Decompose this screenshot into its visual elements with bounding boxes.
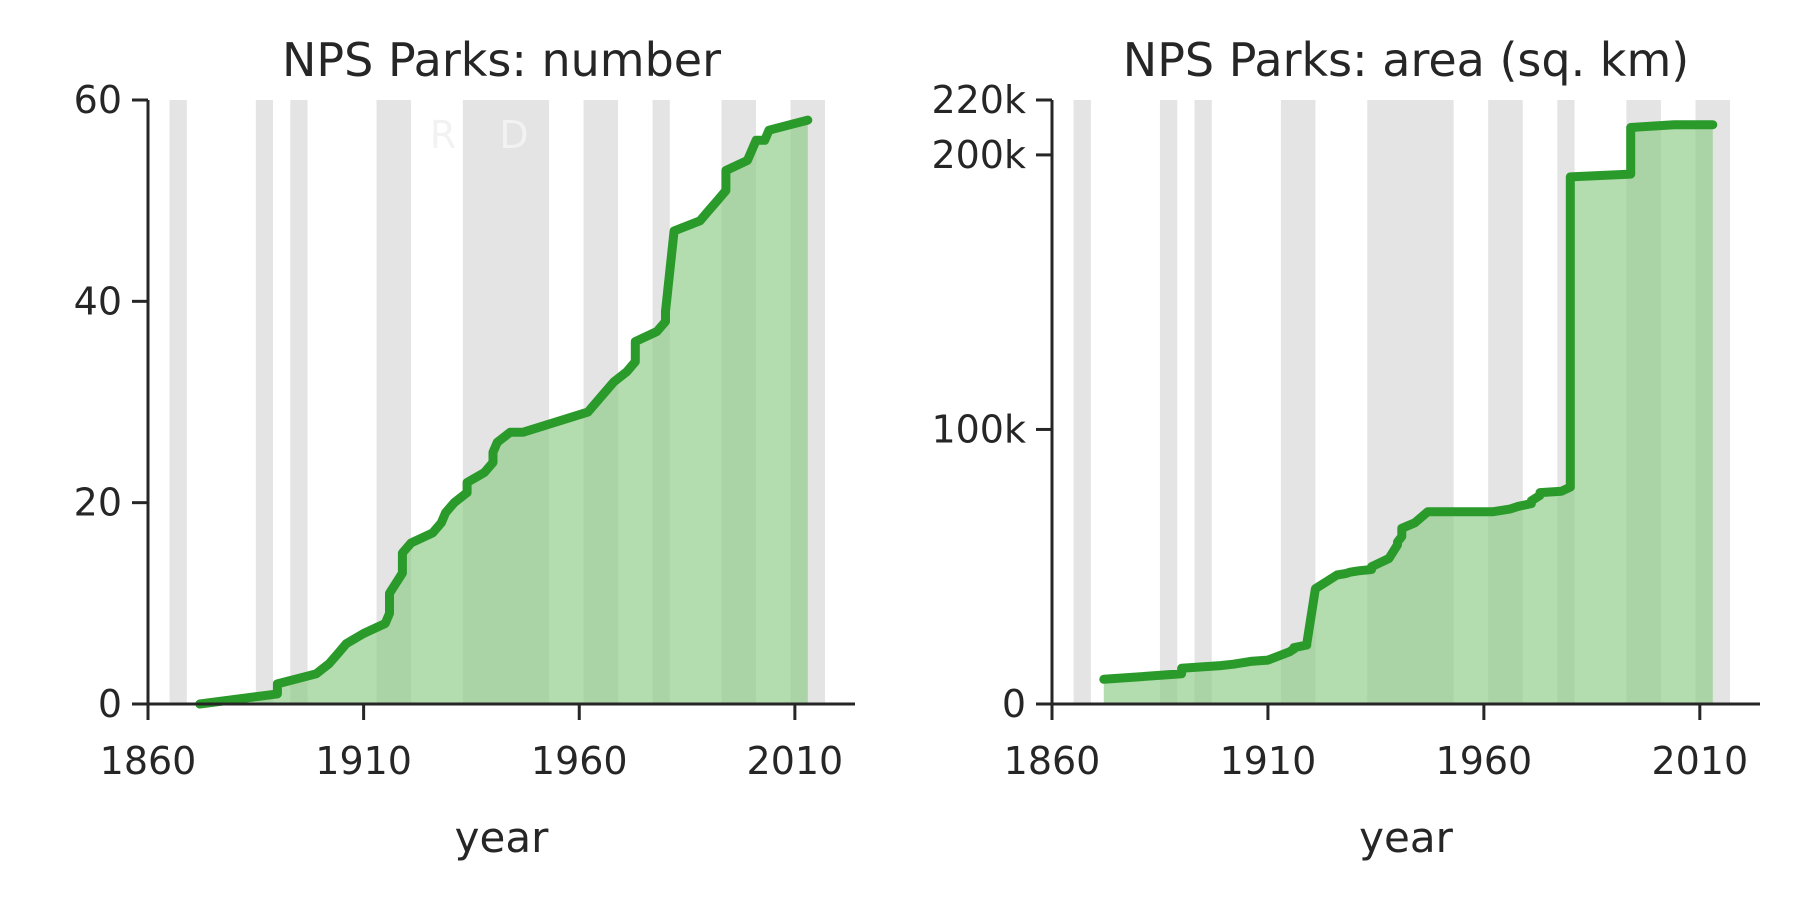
y-tick-label: 60 <box>74 78 122 122</box>
chart-panel-number: 1860 1910 1960 2010 0 20 40 60 NPS Parks: numbe… <box>74 33 855 862</box>
chart-panel-area: 1860 1910 1960 2010 0 100k 200k 220k NPS Parks:… <box>931 33 1760 862</box>
x-tick-label: 1910 <box>1220 739 1317 783</box>
y-tick-label: 220k <box>931 78 1026 122</box>
y-tick-label: 100k <box>931 407 1026 451</box>
legend-label-D: D <box>499 113 528 157</box>
x-tick-label: 2010 <box>1651 739 1748 783</box>
series-line <box>1099 120 1718 684</box>
band-0 <box>169 100 187 704</box>
legend-label-R: R <box>430 113 456 157</box>
series-area <box>199 120 808 705</box>
x-tick-label: 1960 <box>1436 739 1533 783</box>
chart-title: NPS Parks: number <box>282 33 721 87</box>
x-tick-label: 1860 <box>1004 739 1101 783</box>
y-tick-label: 200k <box>931 133 1026 177</box>
x-tick-label: 1910 <box>315 739 412 783</box>
x-axis-label: year <box>455 813 549 862</box>
axes: 1860 1910 1960 2010 0 20 40 60 <box>74 78 855 783</box>
x-tick-label: 2010 <box>747 739 844 783</box>
y-tick-label: 0 <box>1002 682 1026 726</box>
y-tick-label: 20 <box>74 481 122 525</box>
band-1 <box>1159 100 1178 704</box>
x-axis-label: year <box>1359 813 1453 862</box>
band-0 <box>1073 100 1091 704</box>
band-2 <box>1194 100 1212 704</box>
x-tick-label: 1860 <box>100 739 197 783</box>
chart-title: NPS Parks: area (sq. km) <box>1123 33 1689 87</box>
band-2 <box>290 100 308 704</box>
y-tick-label: 40 <box>74 279 122 323</box>
band-1 <box>255 100 274 704</box>
series-line <box>195 115 813 709</box>
y-tick-label: 0 <box>98 682 122 726</box>
x-tick-label: 1960 <box>531 739 628 783</box>
series-area <box>1103 124 1713 704</box>
axes: 1860 1910 1960 2010 0 100k 200k 220k <box>931 78 1760 783</box>
